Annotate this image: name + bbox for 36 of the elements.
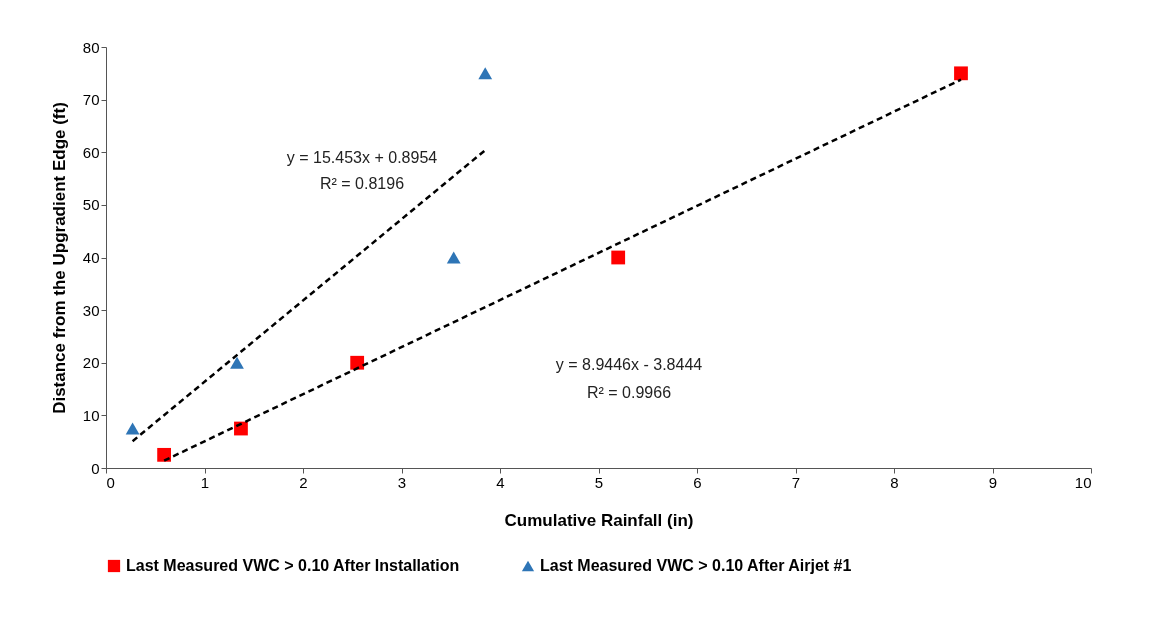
legend-label: Last Measured VWC > 0.10 After Airjet #1 xyxy=(540,557,852,574)
point xyxy=(230,356,244,369)
x-axis-title: Cumulative Rainfall (in) xyxy=(504,510,694,530)
y-tick-label: 50 xyxy=(82,196,100,214)
point xyxy=(954,66,968,81)
annotation: y = 8.9446x - 3.8444 xyxy=(555,356,703,373)
x-tick-label: 2 xyxy=(299,473,308,491)
point xyxy=(350,355,365,370)
y-tick-label: 60 xyxy=(82,143,100,161)
y-axis-title: Distance from the Upgradient Edge (ft) xyxy=(49,102,69,414)
x-tick-label: 4 xyxy=(496,473,505,491)
x-tick-label: 0 xyxy=(106,473,115,491)
legend-label: Last Measured VWC > 0.10 After Installation xyxy=(126,557,460,574)
annotation: R² = 0.9966 xyxy=(586,384,672,401)
x-tick-label: 10 xyxy=(1074,473,1092,491)
y-tick-label: 30 xyxy=(82,301,100,319)
x-tick-label: 1 xyxy=(200,473,210,491)
y-tick-label: 20 xyxy=(82,354,100,372)
point xyxy=(611,250,626,265)
y-tick-label: 10 xyxy=(82,406,100,424)
x-tick-label: 9 xyxy=(988,473,998,491)
point xyxy=(157,447,172,462)
annotation: R² = 0.8196 xyxy=(319,175,405,192)
x-tick-label: 6 xyxy=(693,473,702,491)
point xyxy=(478,67,493,80)
x-tick-label: 5 xyxy=(594,473,604,491)
point xyxy=(125,422,140,435)
y-tick-label: 70 xyxy=(82,91,100,109)
x-tick-label: 7 xyxy=(791,473,801,491)
y-tick-label: 0 xyxy=(91,459,100,477)
point xyxy=(446,251,461,264)
y-tick-label: 80 xyxy=(82,38,100,56)
y-tick-label: 40 xyxy=(82,249,100,266)
annotation: y = 15.453x + 0.8954 xyxy=(286,149,438,166)
x-tick-label: 8 xyxy=(890,473,899,491)
x-tick-label: 3 xyxy=(397,473,407,491)
